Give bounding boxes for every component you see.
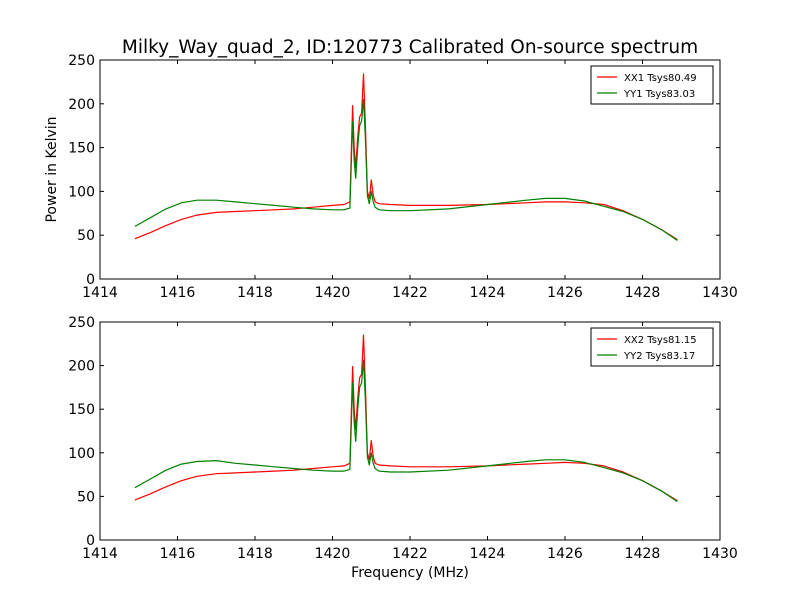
x-tick-label: 1422 <box>392 546 428 562</box>
y-tick-label: 100 <box>68 446 95 462</box>
x-tick-label: 1424 <box>470 285 506 301</box>
x-tick-label: 1426 <box>547 546 583 562</box>
x-tick-label: 1414 <box>82 546 118 562</box>
y-tick-label: 250 <box>68 53 95 69</box>
legend-entry: YY1 Tsys83.03 <box>623 89 695 100</box>
legend-box <box>590 65 714 105</box>
x-tick-label: 1422 <box>392 285 428 301</box>
plot-panel-2: 1414 1416 1418 1420 1422 1424 1426 1428 1430 0 50 1… <box>68 315 738 581</box>
x-tick-label: 1428 <box>625 285 661 301</box>
x-tick-label: 1418 <box>237 285 273 301</box>
y-tick-label: 50 <box>77 489 95 505</box>
series-line-2-1 <box>134 334 678 502</box>
x-tick-label: 1416 <box>160 285 196 301</box>
legend-entry: XX1 Tsys80.49 <box>624 73 697 84</box>
x-tick-label: 1418 <box>237 546 273 562</box>
y-axis-label: Power in Kelvin <box>44 116 60 222</box>
series-line-1-2 <box>134 98 678 241</box>
x-tick-label: 1414 <box>82 285 118 301</box>
x-tick-label: 1424 <box>470 546 506 562</box>
legend-entry: YY2 Tsys83.17 <box>623 351 695 362</box>
x-tick-label: 1430 <box>702 546 738 562</box>
y-tick-label: 150 <box>68 141 95 157</box>
plot-panel-1: 1414 1416 1418 1420 1422 1424 1426 1428 1430 0 50 1… <box>44 53 738 301</box>
legend-entry: XX2 Tsys81.15 <box>624 335 697 346</box>
figure-title: Milky_Way_quad_2, ID:120773 Calibrated O… <box>122 37 698 58</box>
x-axis-label: Frequency (MHz) <box>351 565 469 581</box>
x-tick-label: 1430 <box>702 285 738 301</box>
legend-2: XX2 Tsys81.15 YY2 Tsys83.17 <box>590 327 714 367</box>
y-tick-label: 200 <box>68 359 95 375</box>
y-tick-label: 100 <box>68 184 95 200</box>
y-tick-label: 50 <box>77 228 95 244</box>
legend-box <box>590 327 714 367</box>
x-tick-label: 1420 <box>315 285 351 301</box>
y-tick-label: 0 <box>86 533 95 549</box>
y-tick-label: 0 <box>86 272 95 288</box>
x-tick-label: 1420 <box>315 546 351 562</box>
x-tick-label: 1428 <box>625 546 661 562</box>
series-line-1-1 <box>134 73 678 241</box>
legend-1: XX1 Tsys80.49 YY1 Tsys83.03 <box>590 65 714 105</box>
y-tick-label: 250 <box>68 315 95 331</box>
series-line-2-2 <box>134 359 678 503</box>
y-tick-label: 200 <box>68 97 95 113</box>
y-tick-label: 150 <box>68 402 95 418</box>
x-tick-label: 1416 <box>160 546 196 562</box>
x-tick-label: 1426 <box>547 285 583 301</box>
